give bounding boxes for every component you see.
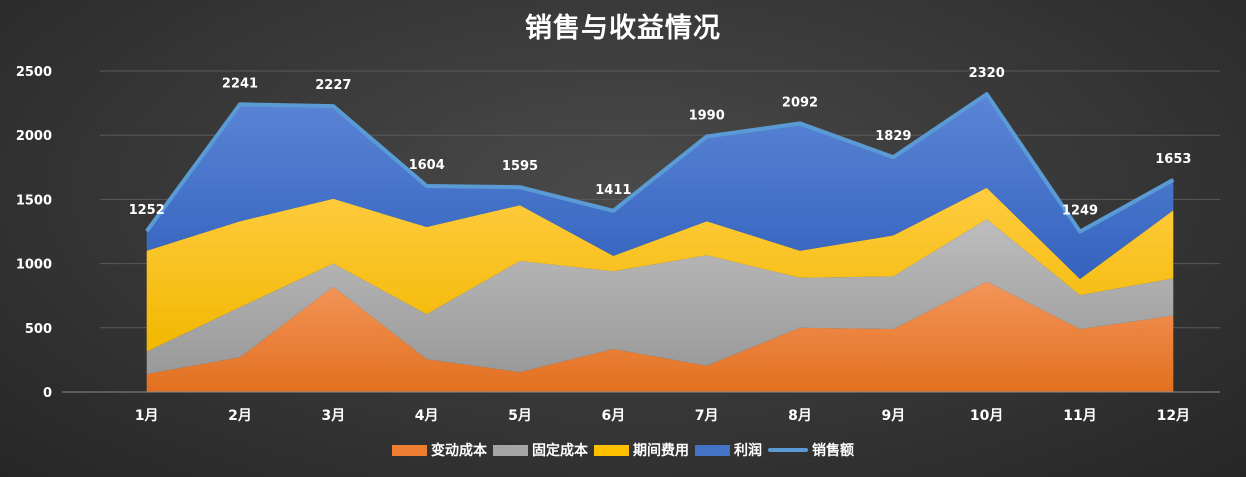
legend-label: 利润 <box>734 443 762 459</box>
area-series-1 <box>146 281 1174 392</box>
legend-label: 销售额 <box>812 443 854 459</box>
legend-swatch <box>594 444 629 456</box>
data-label: 1249 <box>1062 204 1098 219</box>
legend-item: 利润 <box>695 440 762 460</box>
data-label: 1829 <box>875 129 911 144</box>
x-tick-label: 8月 <box>788 408 812 424</box>
y-tick-label: 1000 <box>16 258 52 273</box>
x-tick-label: 4月 <box>415 408 439 424</box>
data-label: 2092 <box>782 95 818 110</box>
legend-item: 期间费用 <box>594 440 689 460</box>
legend-swatch <box>695 444 730 456</box>
data-label: 1595 <box>502 159 538 174</box>
y-tick-label: 2000 <box>16 129 52 144</box>
legend-label: 期间费用 <box>633 443 689 459</box>
x-tick-label: 6月 <box>601 408 625 424</box>
x-tick-label: 11月 <box>1063 408 1096 424</box>
legend-item: 销售额 <box>768 440 854 460</box>
legend: 变动成本 固定成本 期间费用 利润 销售额 <box>0 440 1246 460</box>
y-tick-label: 1500 <box>16 193 52 208</box>
x-tick-label: 5月 <box>508 408 532 424</box>
chart-title: 销售与收益情况 <box>525 13 721 44</box>
area-series-4 <box>146 94 1174 279</box>
data-label: 1411 <box>595 183 631 198</box>
area-series-2 <box>146 219 1174 374</box>
x-tick-label: 3月 <box>321 408 345 424</box>
data-label: 1604 <box>409 158 445 173</box>
legend-item: 固定成本 <box>493 440 588 460</box>
data-label: 1653 <box>1155 152 1191 167</box>
legend-item: 变动成本 <box>392 440 487 460</box>
y-tick-label: 2500 <box>16 65 52 80</box>
legend-label: 固定成本 <box>532 443 588 459</box>
x-tick-label: 2月 <box>228 408 252 424</box>
data-label: 2320 <box>969 66 1005 81</box>
legend-label: 变动成本 <box>431 443 487 459</box>
legend-swatch <box>392 444 427 456</box>
x-tick-label: 1月 <box>135 408 159 424</box>
y-tick-label: 500 <box>25 322 52 337</box>
x-tick-label: 7月 <box>695 408 719 424</box>
area-series-3 <box>146 187 1174 352</box>
y-tick-label: 0 <box>43 386 52 401</box>
legend-swatch <box>493 444 528 456</box>
sales-line <box>145 92 1175 234</box>
data-label: 2241 <box>222 76 258 91</box>
legend-line-swatch <box>768 448 808 452</box>
data-label: 1252 <box>129 203 165 218</box>
x-tick-label: 9月 <box>881 408 905 424</box>
data-label: 2227 <box>315 78 351 93</box>
x-tick-label: 10月 <box>970 408 1003 424</box>
x-tick-label: 12月 <box>1157 408 1190 424</box>
data-label: 1990 <box>689 108 725 123</box>
